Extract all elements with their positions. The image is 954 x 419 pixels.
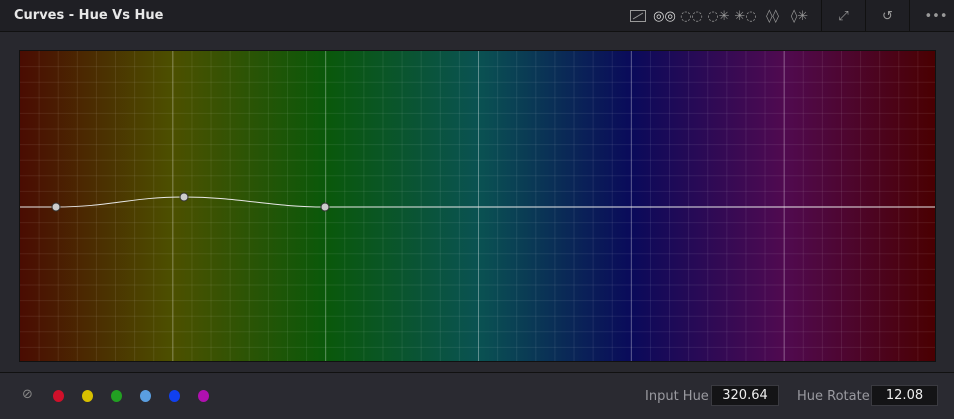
expand-icon[interactable]: ⤢: [838, 8, 849, 24]
hue-vs-sat-icon[interactable]: ◌◌: [680, 8, 703, 24]
hue-vs-hue-icon[interactable]: ◎◎: [653, 8, 676, 24]
swatch-red[interactable]: [53, 390, 64, 402]
hue-rotate-field[interactable]: 12.08: [871, 385, 938, 406]
swatch-yellow[interactable]: [82, 390, 93, 402]
hue-vs-lum-icon[interactable]: ◌✳: [707, 8, 730, 24]
hue-rotate-label: Hue Rotate: [797, 389, 870, 404]
control-point-red: [51, 202, 61, 212]
input-hue-field[interactable]: 320.64: [711, 385, 779, 406]
panel-header: Curves - Hue Vs Hue ◎◎ ◌◌ ◌✳ ✳◌ ◊◊ ◊✳ ⤢ …: [0, 0, 954, 32]
sat-vs-lum-icon[interactable]: ◊✳: [790, 8, 809, 24]
panel-title: Curves - Hue Vs Hue: [14, 8, 164, 23]
control-point-green: [320, 202, 330, 212]
sat-vs-sat-icon[interactable]: ◊◊: [766, 8, 779, 24]
more-options-icon[interactable]: •••: [924, 8, 948, 24]
custom-curve-icon[interactable]: [624, 0, 651, 32]
swatch-cyan[interactable]: [140, 390, 151, 402]
swatch-magenta[interactable]: [198, 390, 209, 402]
reset-icon[interactable]: ↺: [882, 8, 893, 24]
eyedropper-icon[interactable]: ⊘: [22, 387, 33, 402]
curve-graph[interactable]: [19, 50, 936, 362]
swatch-blue[interactable]: [169, 390, 180, 402]
control-point-yellow: [179, 192, 189, 202]
input-hue-label: Input Hue: [645, 389, 709, 404]
footer-bar: ⊘ Input Hue 320.64 Hue Rotate 12.08: [0, 373, 954, 419]
swatch-green[interactable]: [111, 390, 122, 402]
lum-vs-sat-icon[interactable]: ✳◌: [734, 8, 757, 24]
